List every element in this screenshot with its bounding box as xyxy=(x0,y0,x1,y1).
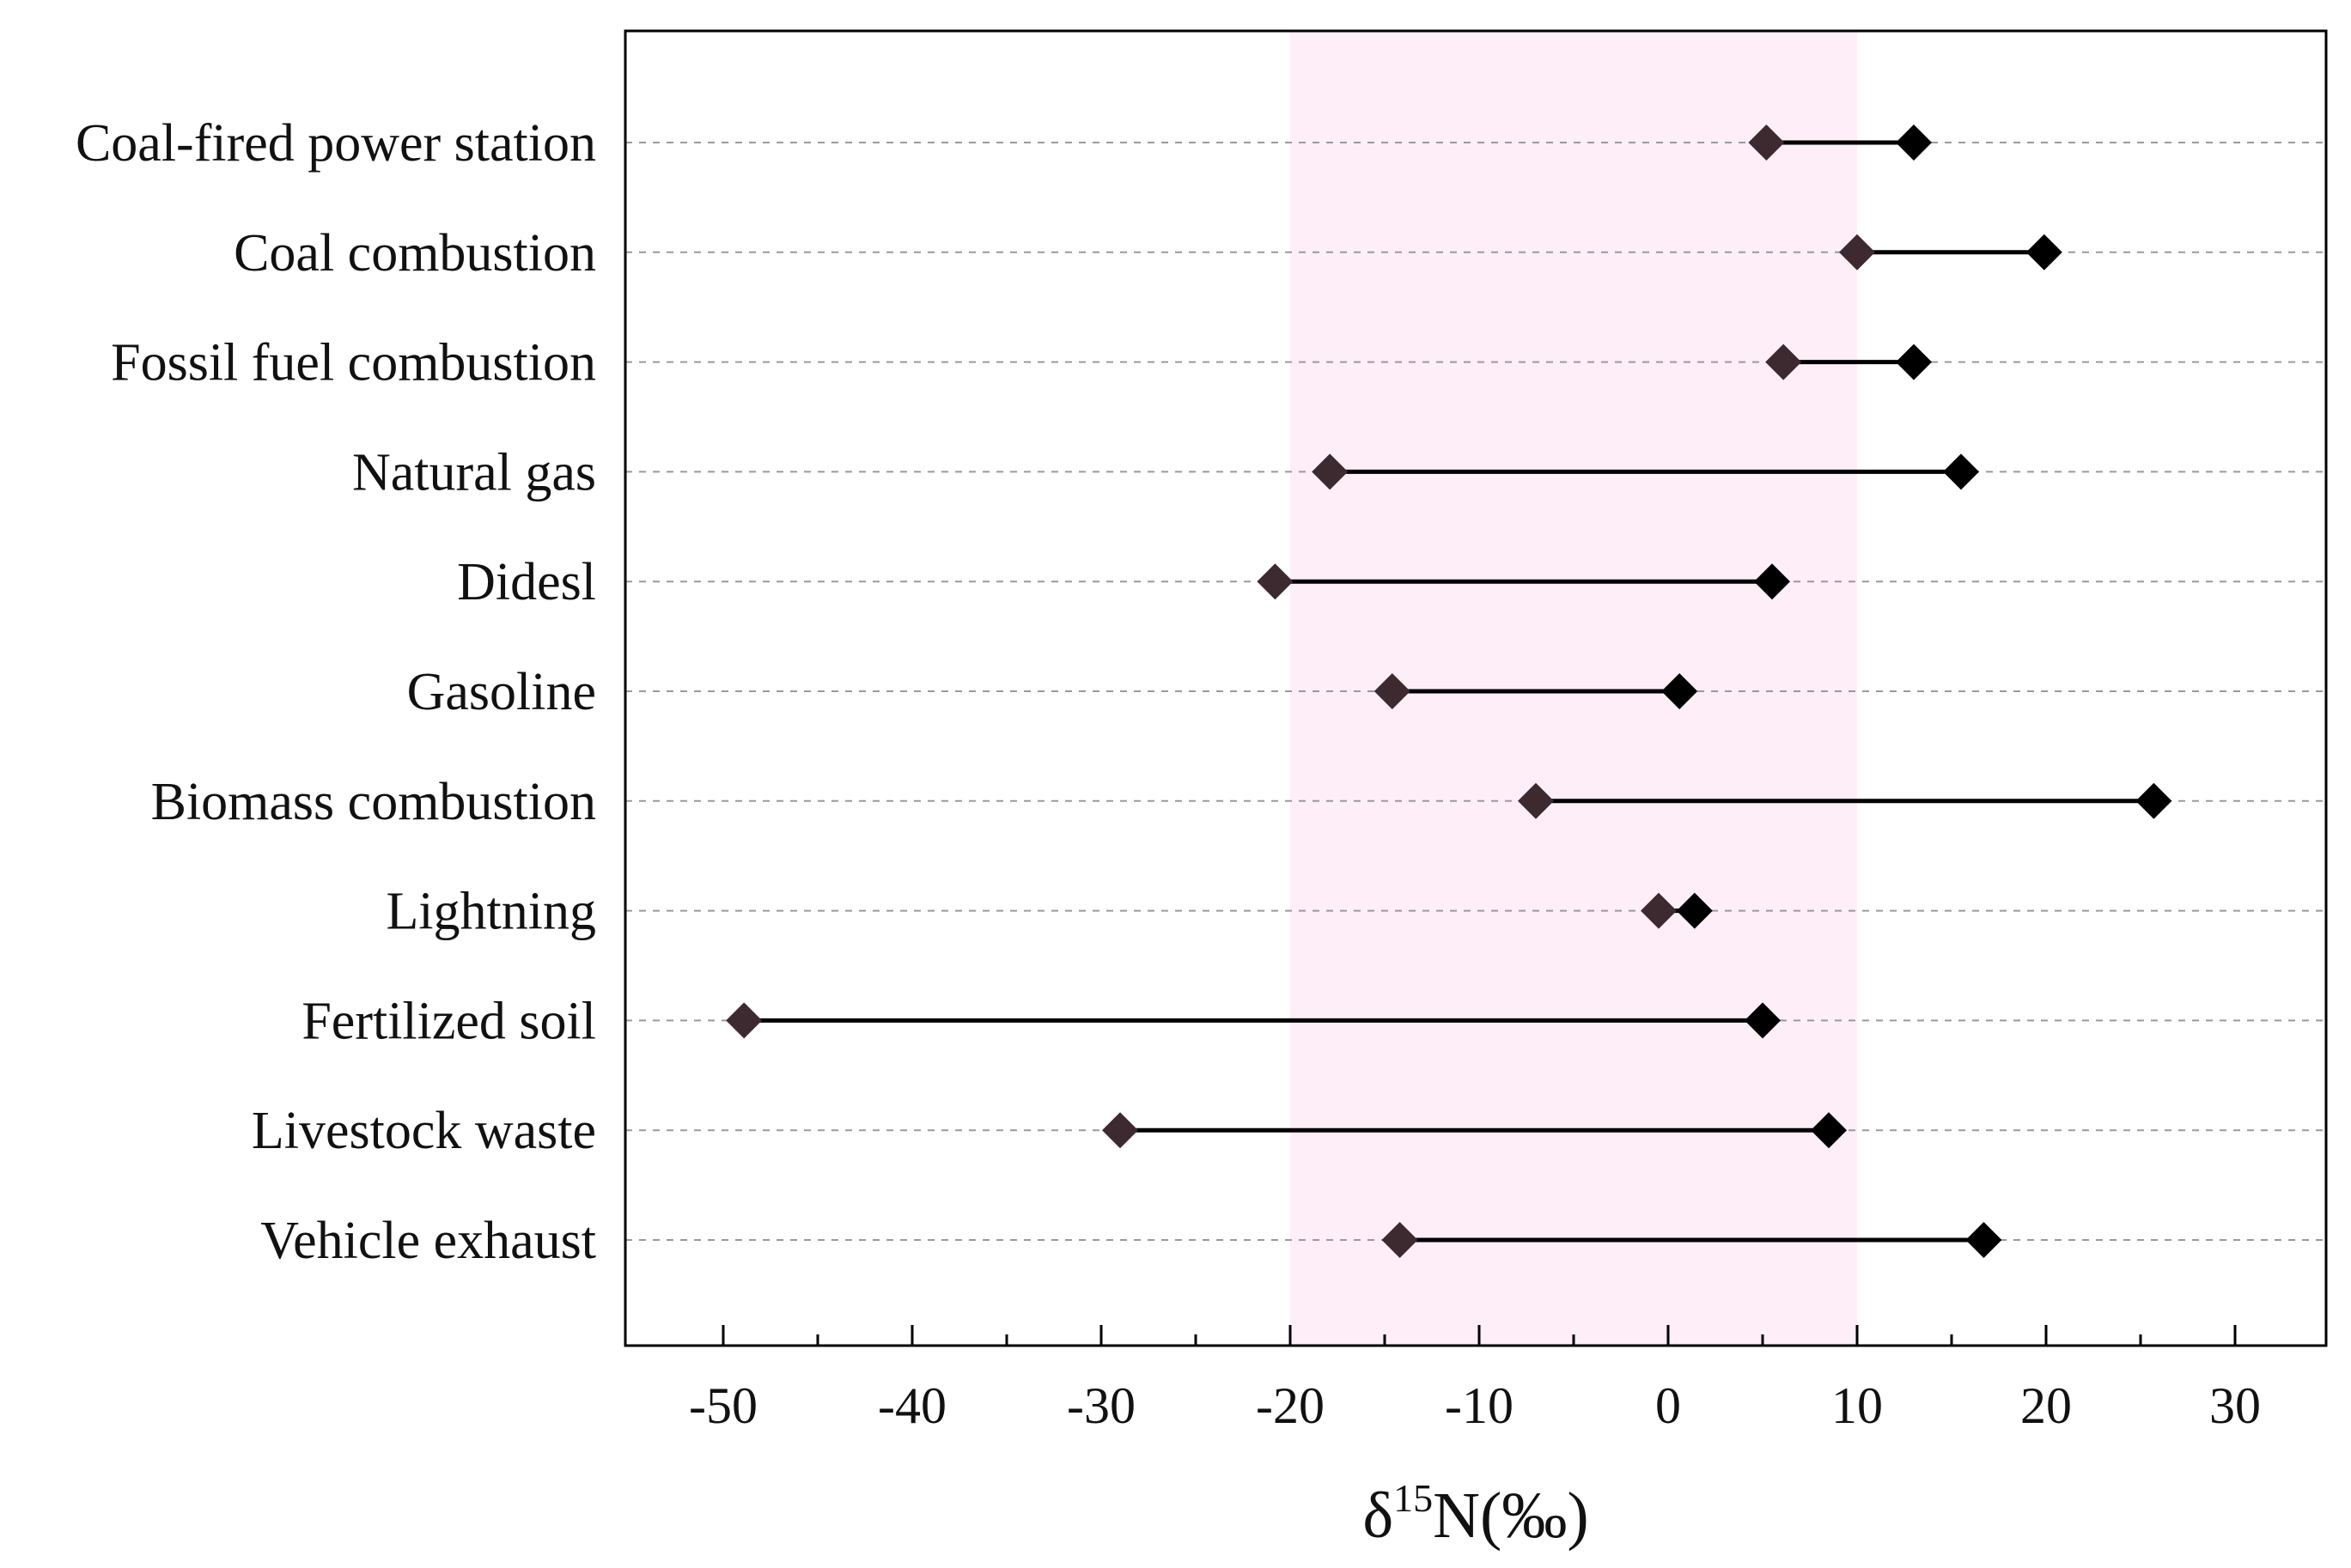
range-min-marker xyxy=(1312,453,1349,490)
range-max-marker xyxy=(1943,453,1979,490)
x-tick-label: -40 xyxy=(878,1377,947,1434)
x-tick-label: -50 xyxy=(689,1377,758,1434)
range-max-marker xyxy=(2025,234,2062,270)
category-label: Coal-fired power station xyxy=(76,114,596,173)
range-max-marker xyxy=(1661,673,1698,709)
x-tick-label: -10 xyxy=(1445,1377,1514,1434)
range-max-marker xyxy=(1965,1222,2002,1258)
range-min-marker xyxy=(1373,673,1410,709)
x-axis-title-superscript: 15 xyxy=(1393,1476,1433,1520)
x-tick-label: 30 xyxy=(2209,1377,2261,1434)
highlight-band xyxy=(1290,31,1857,1346)
x-tick-label: -20 xyxy=(1256,1377,1325,1434)
range-min-marker xyxy=(1102,1112,1138,1149)
range-max-marker xyxy=(1676,892,1713,929)
range-min-marker xyxy=(1381,1222,1418,1258)
highlight-band-layer xyxy=(1290,31,1857,1346)
range-min-marker xyxy=(1748,125,1785,161)
range-markers xyxy=(726,125,2172,1258)
range-max-marker xyxy=(1754,563,1790,600)
range-min-marker xyxy=(1839,234,1875,270)
range-min-marker xyxy=(726,1002,763,1039)
x-axis-title-symbol: δ xyxy=(1362,1480,1393,1552)
range-min-marker xyxy=(1518,782,1554,819)
x-tick-label: 10 xyxy=(1831,1377,1883,1434)
range-min-marker xyxy=(1765,343,1802,380)
x-axis-title-unit: N(‰) xyxy=(1433,1480,1589,1552)
category-label: Natural gas xyxy=(352,443,596,501)
range-min-marker xyxy=(1641,892,1677,929)
x-tick-label: 0 xyxy=(1655,1377,1681,1434)
x-axis-tick-labels: -50 -40 -30 -20 -10 0 10 20 30 xyxy=(689,1377,2261,1434)
category-label: Fossil fuel combustion xyxy=(111,334,596,392)
x-tick-label: 20 xyxy=(2020,1377,2072,1434)
range-min-marker xyxy=(1257,563,1294,600)
x-axis-ticks xyxy=(722,1325,2237,1346)
category-label: Fertilized soil xyxy=(301,992,596,1050)
x-axis-title: δ15N(‰) xyxy=(1362,1476,1588,1552)
category-label: Livestock waste xyxy=(252,1102,596,1160)
range-max-marker xyxy=(1896,343,1932,380)
category-label: Biomass combustion xyxy=(151,773,596,831)
y-axis-category-labels: Coal-fired power station Coal combustion F… xyxy=(76,114,596,1270)
category-label: Didesl xyxy=(457,553,596,611)
range-max-marker xyxy=(1811,1112,1847,1149)
x-tick-label: -30 xyxy=(1067,1377,1136,1434)
category-label: Coal combustion xyxy=(234,224,596,283)
category-label: Gasoline xyxy=(407,663,596,721)
range-max-marker xyxy=(1896,125,1932,161)
plot-frame xyxy=(624,29,2328,1347)
category-label: Vehicle exhaust xyxy=(260,1212,596,1270)
category-label: Lightning xyxy=(386,883,596,941)
range-max-marker xyxy=(1745,1002,1781,1039)
range-max-marker xyxy=(2135,782,2172,819)
